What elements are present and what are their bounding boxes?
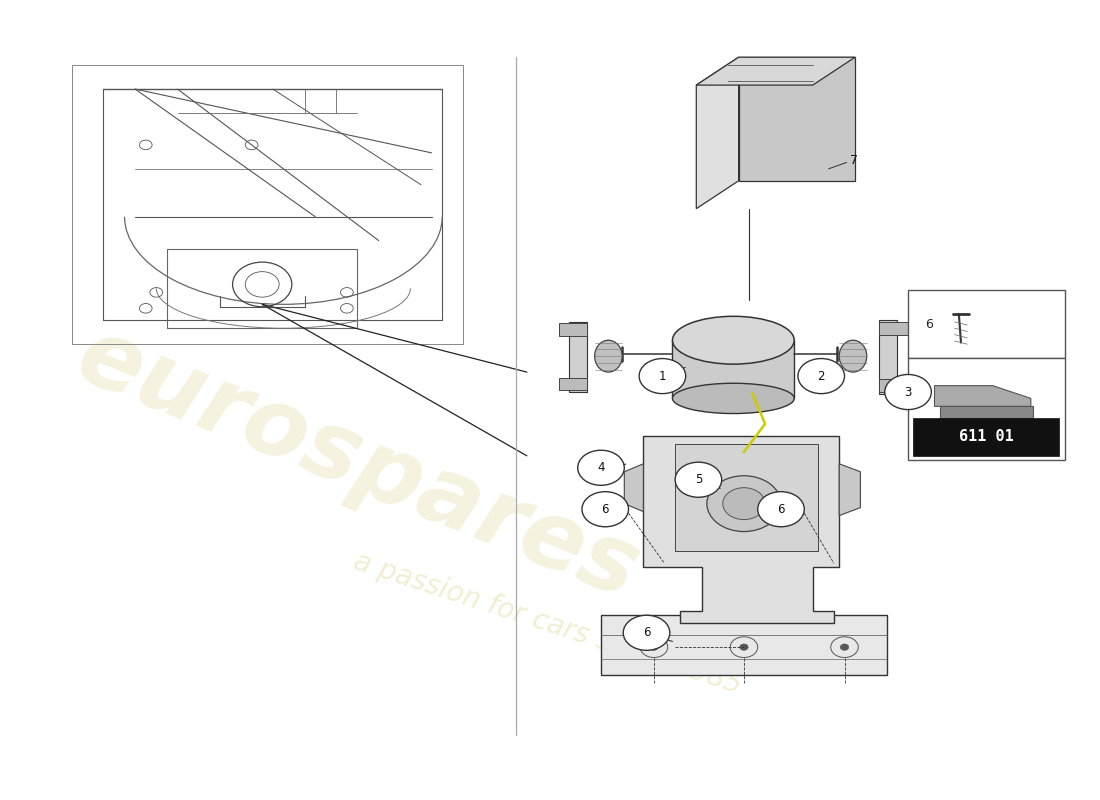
Polygon shape — [880, 379, 911, 392]
Text: a passion for cars since 1985: a passion for cars since 1985 — [351, 547, 746, 699]
Text: 6: 6 — [642, 626, 650, 639]
Text: 2: 2 — [817, 370, 825, 382]
Text: 6: 6 — [778, 502, 784, 516]
Circle shape — [758, 492, 804, 526]
Circle shape — [798, 358, 845, 394]
Circle shape — [675, 462, 722, 498]
Polygon shape — [672, 340, 794, 398]
Circle shape — [884, 374, 932, 410]
Ellipse shape — [672, 316, 794, 364]
Text: eurospares: eurospares — [64, 310, 651, 618]
Ellipse shape — [595, 340, 623, 372]
Circle shape — [707, 476, 781, 531]
Text: 1: 1 — [659, 370, 667, 382]
Circle shape — [723, 488, 766, 519]
Polygon shape — [675, 444, 818, 551]
Polygon shape — [880, 322, 911, 334]
Polygon shape — [625, 464, 644, 512]
Polygon shape — [559, 323, 587, 336]
Text: 611 01: 611 01 — [959, 429, 1014, 444]
Circle shape — [624, 615, 670, 650]
FancyBboxPatch shape — [913, 418, 1059, 456]
Ellipse shape — [672, 383, 794, 414]
Polygon shape — [696, 57, 738, 209]
Circle shape — [639, 358, 685, 394]
Circle shape — [582, 492, 628, 526]
Polygon shape — [738, 57, 855, 181]
Circle shape — [650, 644, 658, 650]
Circle shape — [840, 644, 849, 650]
Circle shape — [578, 450, 625, 486]
Text: 6: 6 — [602, 502, 609, 516]
Polygon shape — [935, 386, 1031, 406]
Text: 7: 7 — [850, 154, 858, 167]
Polygon shape — [939, 406, 1033, 418]
Polygon shape — [569, 322, 587, 392]
Ellipse shape — [839, 340, 867, 372]
Circle shape — [739, 644, 748, 650]
Polygon shape — [559, 378, 587, 390]
Polygon shape — [880, 320, 898, 394]
Text: 5: 5 — [695, 474, 702, 486]
FancyBboxPatch shape — [908, 358, 1065, 460]
FancyBboxPatch shape — [908, 290, 1065, 358]
Text: 6: 6 — [925, 318, 933, 330]
Polygon shape — [839, 464, 860, 515]
Polygon shape — [696, 57, 855, 85]
Text: 3: 3 — [904, 386, 912, 398]
Polygon shape — [601, 615, 887, 675]
Polygon shape — [644, 436, 839, 623]
Text: 4: 4 — [597, 462, 605, 474]
